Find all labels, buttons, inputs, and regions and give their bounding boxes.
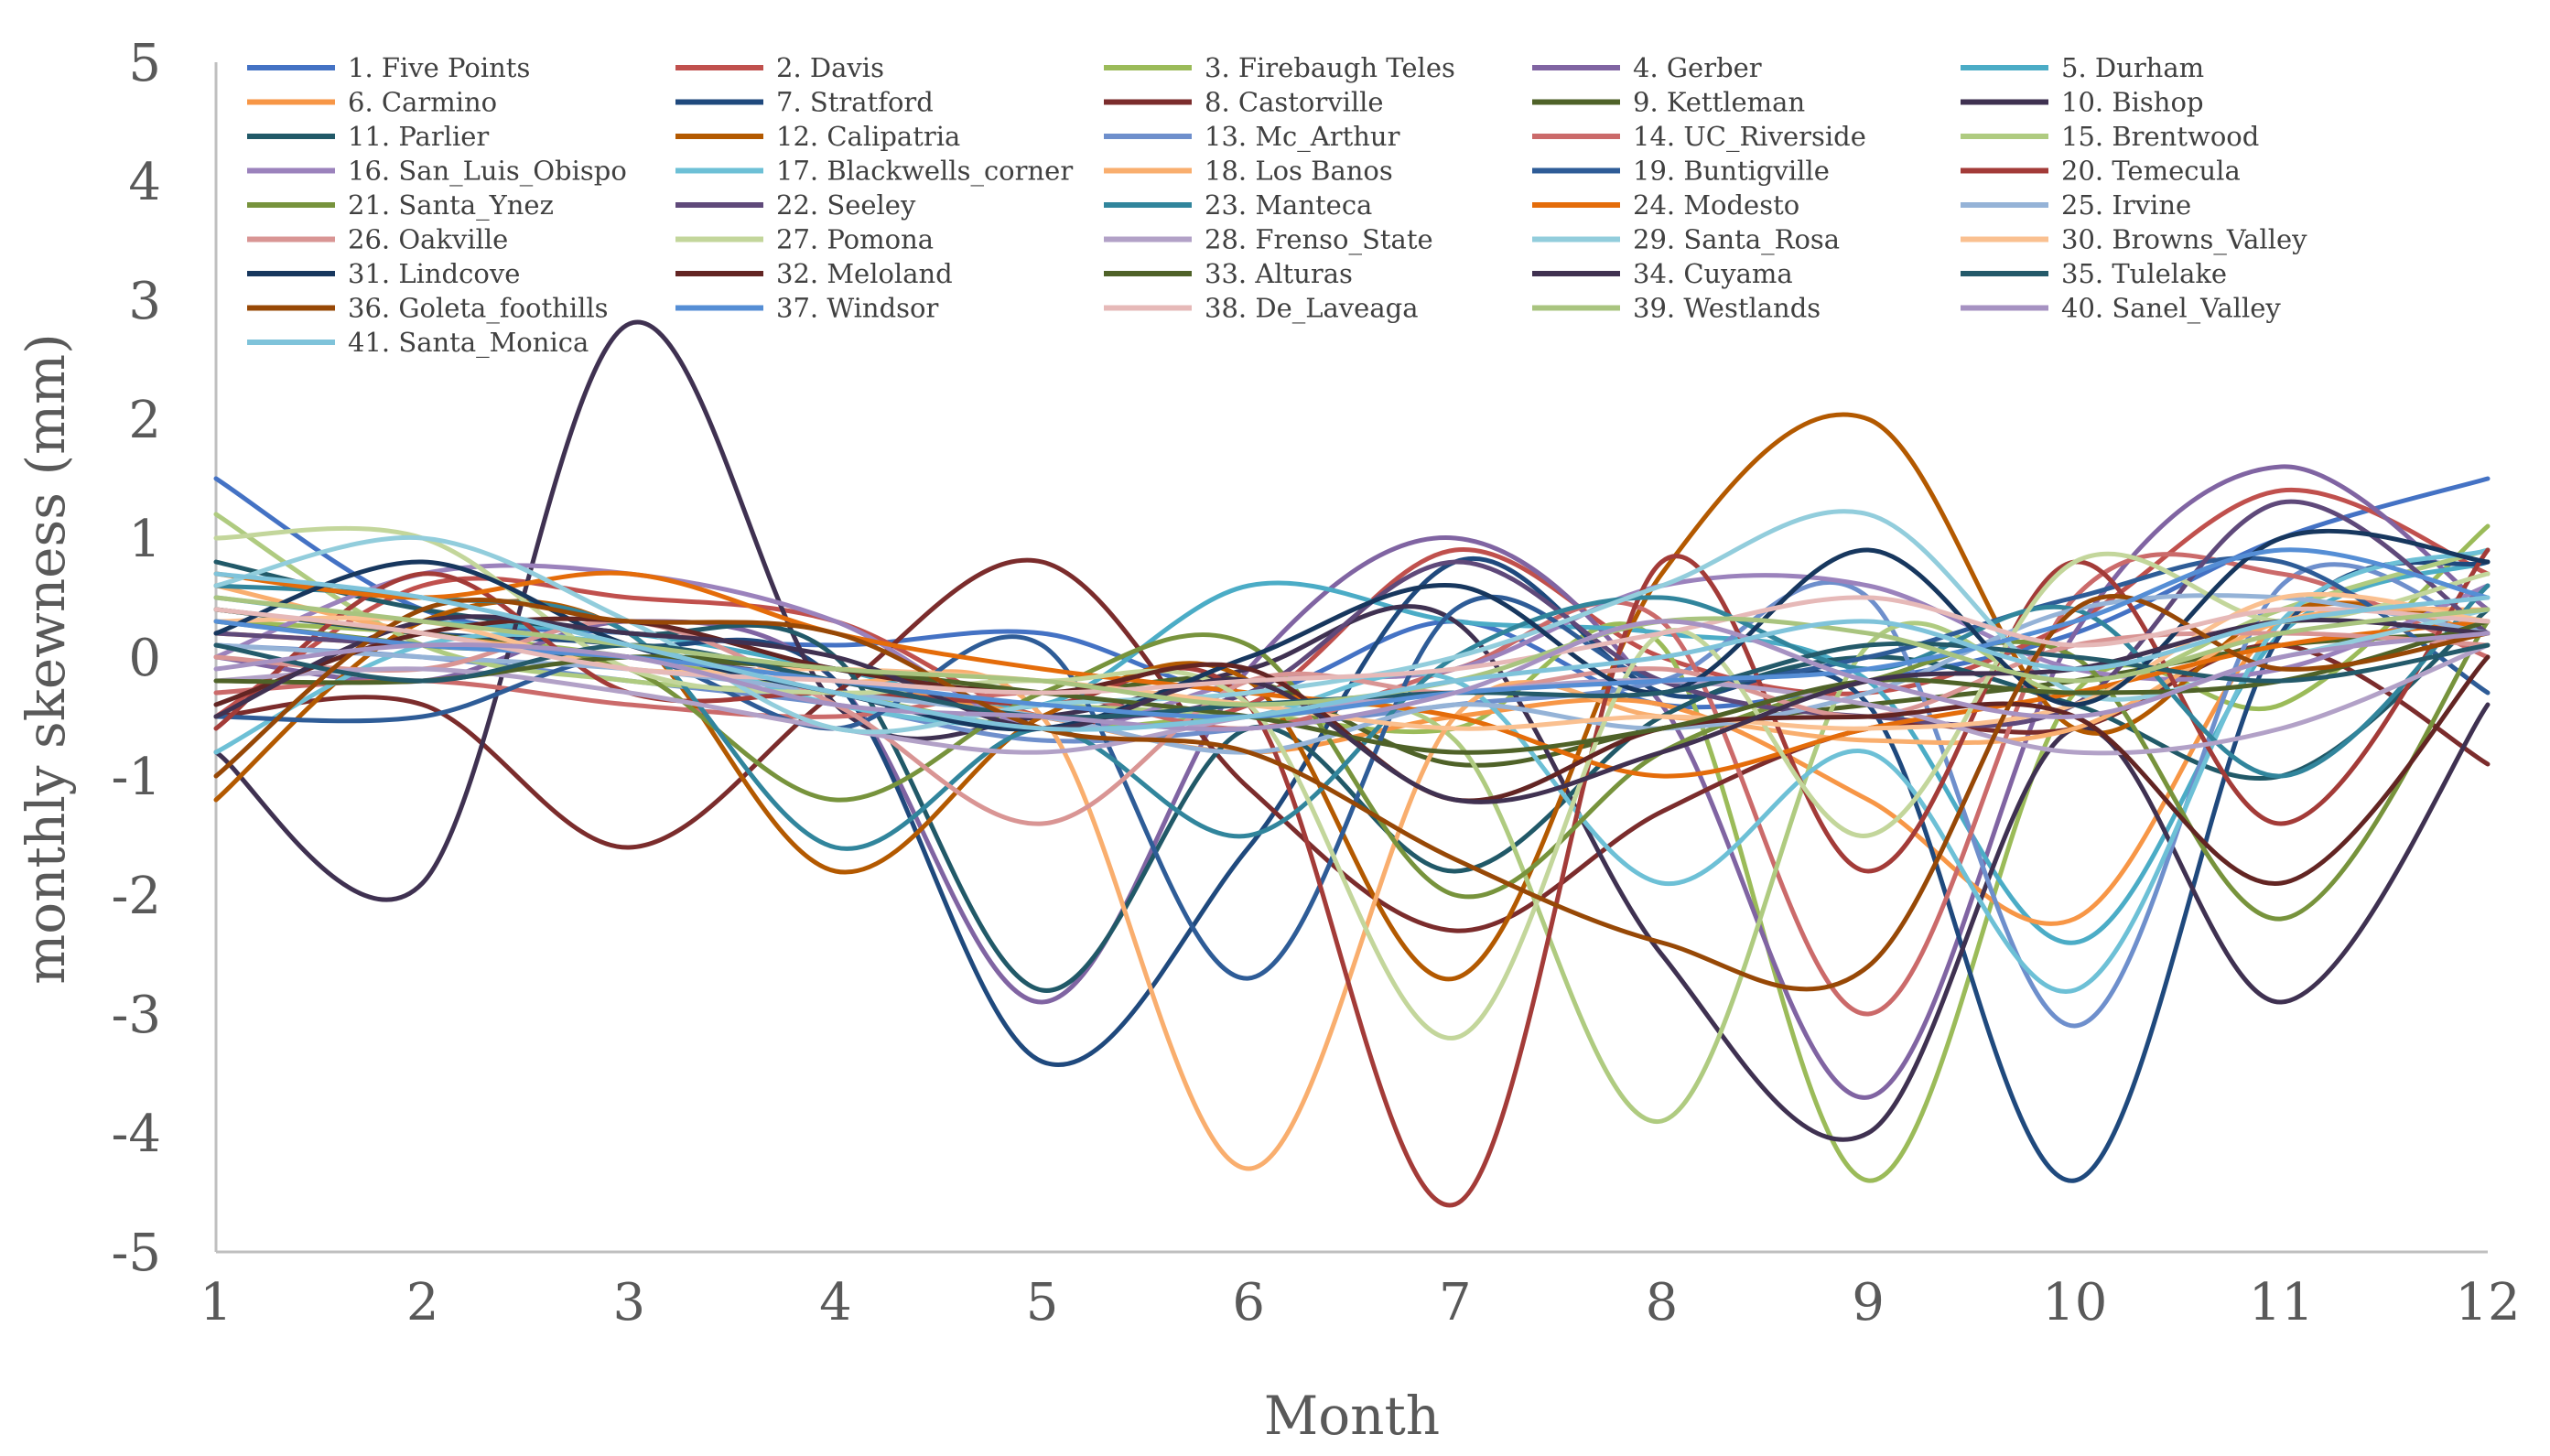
legend-label: 19. Buntigville (1633, 156, 1830, 187)
legend-label: 27. Pomona (776, 224, 934, 255)
series-line (213, 595, 2491, 696)
x-tick-label: 11 (2249, 1273, 2314, 1332)
legend: 1. Five Points 2. Davis 3. Firebaugh Teles… (247, 52, 2307, 359)
legend-label: 3. Firebaugh Teles (1205, 52, 1455, 83)
legend-label: 8. Castorville (1205, 87, 1384, 118)
legend-label: 34. Cuyama (1633, 258, 1793, 289)
legend-label: 38. De_Laveaga (1205, 293, 1419, 325)
series-line (213, 614, 2491, 804)
x-tick-label: 7 (1439, 1273, 1472, 1332)
legend-label: 13. Mc_Arthur (1205, 121, 1400, 153)
x-tick-label: 10 (2042, 1273, 2107, 1332)
legend-label: 40. Sanel_Valley (2061, 293, 2281, 325)
legend-label: 9. Kettleman (1633, 87, 1805, 118)
legend-label: 25. Irvine (2061, 189, 2191, 221)
legend-label: 11. Parlier (348, 121, 489, 152)
legend-label: 30. Browns_Valley (2061, 224, 2307, 256)
x-tick-labels: 1 2 3 4 5 6 7 8 9 10 11 12 (200, 1273, 2520, 1332)
x-tick-label: 4 (819, 1273, 852, 1332)
legend-label: 37. Windsor (776, 293, 938, 324)
y-axis-title: monthly skewness (mm) (15, 333, 77, 984)
x-tick-label: 8 (1646, 1273, 1679, 1332)
legend-label: 14. UC_Riverside (1633, 121, 1866, 153)
legend-label: 26. Oakville (348, 224, 508, 255)
x-axis-title: Month (1264, 1385, 1440, 1447)
legend-label: 32. Meloland (776, 258, 953, 289)
series-lines (213, 319, 2491, 1208)
x-tick-label: 12 (2455, 1273, 2520, 1332)
legend-label: 36. Goleta_foothills (348, 293, 609, 325)
legend-label: 6. Carmino (348, 87, 497, 118)
y-tick-label: 4 (128, 153, 161, 212)
legend-label: 4. Gerber (1633, 52, 1762, 83)
y-tick-label: 1 (128, 510, 161, 569)
y-tick-label: 5 (128, 34, 161, 93)
legend-label: 22. Seeley (776, 189, 916, 221)
legend-label: 7. Stratford (776, 87, 934, 118)
legend-label: 1. Five Points (348, 52, 530, 83)
legend-label: 12. Calipatria (776, 121, 960, 152)
legend-label: 29. Santa_Rosa (1633, 224, 1840, 256)
legend-label: 16. San_Luis_Obispo (348, 156, 627, 188)
series-line (213, 619, 2491, 732)
y-tick-label: 3 (128, 272, 161, 331)
y-tick-label: -2 (111, 867, 161, 926)
legend-label: 24. Modesto (1633, 189, 1799, 221)
x-tick-label: 2 (406, 1273, 439, 1332)
y-tick-labels: 5 4 3 2 1 0 -1 -2 -3 -4 -5 (111, 34, 161, 1283)
y-tick-label: 2 (128, 391, 161, 450)
legend-label: 5. Durham (2061, 52, 2204, 83)
x-tick-label: 6 (1232, 1273, 1265, 1332)
x-tick-label: 9 (1852, 1273, 1885, 1332)
legend-label: 10. Bishop (2061, 87, 2204, 118)
legend-label: 33. Alturas (1205, 258, 1353, 289)
y-tick-label: -1 (111, 748, 161, 807)
series-line (213, 594, 2491, 992)
legend-label: 41. Santa_Monica (348, 327, 589, 359)
legend-label: 17. Blackwells_corner (776, 156, 1073, 188)
series-line (213, 642, 2491, 756)
legend-label: 15. Brentwood (2061, 121, 2259, 152)
x-tick-label: 1 (200, 1273, 232, 1332)
legend-label: 35. Tulelake (2061, 258, 2227, 289)
legend-label: 23. Manteca (1205, 189, 1372, 221)
y-tick-label: 0 (128, 629, 161, 688)
x-tick-label: 5 (1026, 1273, 1059, 1332)
y-tick-label: -5 (111, 1224, 161, 1283)
x-tick-label: 3 (612, 1273, 645, 1332)
series-line (213, 571, 2491, 732)
y-tick-label: -3 (111, 986, 161, 1045)
legend-label: 21. Santa_Ynez (348, 189, 554, 221)
legend-label: 28. Frenso_State (1205, 224, 1433, 256)
y-tick-label: -4 (111, 1105, 161, 1164)
legend-label: 39. Westlands (1633, 293, 1821, 324)
series-line (213, 619, 2491, 755)
legend-label: 20. Temecula (2061, 156, 2241, 187)
legend-label: 2. Davis (776, 52, 884, 83)
legend-label: 18. Los Banos (1205, 156, 1393, 187)
legend-label: 31. Lindcove (348, 258, 520, 289)
